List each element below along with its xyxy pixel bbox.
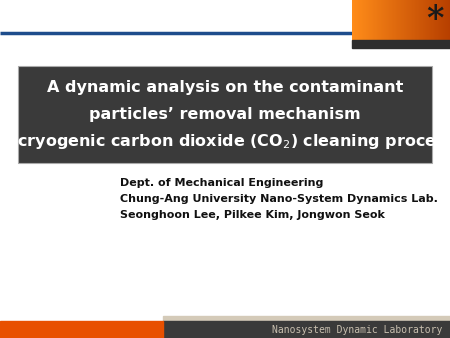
Text: Chung-Ang University Nano-System Dynamics Lab.: Chung-Ang University Nano-System Dynamic… bbox=[120, 194, 438, 204]
Text: Dept. of Mechanical Engineering: Dept. of Mechanical Engineering bbox=[120, 178, 324, 188]
Text: in cryogenic carbon dioxide (CO$_2$) cleaning process: in cryogenic carbon dioxide (CO$_2$) cle… bbox=[0, 132, 450, 151]
Text: Nanosystem Dynamic Laboratory: Nanosystem Dynamic Laboratory bbox=[272, 325, 442, 335]
Bar bbox=[163, 316, 450, 338]
Bar bbox=[18, 66, 432, 163]
Text: A dynamic analysis on the contaminant: A dynamic analysis on the contaminant bbox=[47, 80, 403, 95]
Bar bbox=[0, 321, 163, 338]
Bar bbox=[163, 321, 450, 338]
Text: *: * bbox=[426, 3, 444, 37]
Text: Seonghoon Lee, Pilkee Kim, Jongwon Seok: Seonghoon Lee, Pilkee Kim, Jongwon Seok bbox=[120, 210, 385, 220]
Text: particles’ removal mechanism: particles’ removal mechanism bbox=[89, 107, 361, 122]
Bar bbox=[352, 40, 450, 48]
